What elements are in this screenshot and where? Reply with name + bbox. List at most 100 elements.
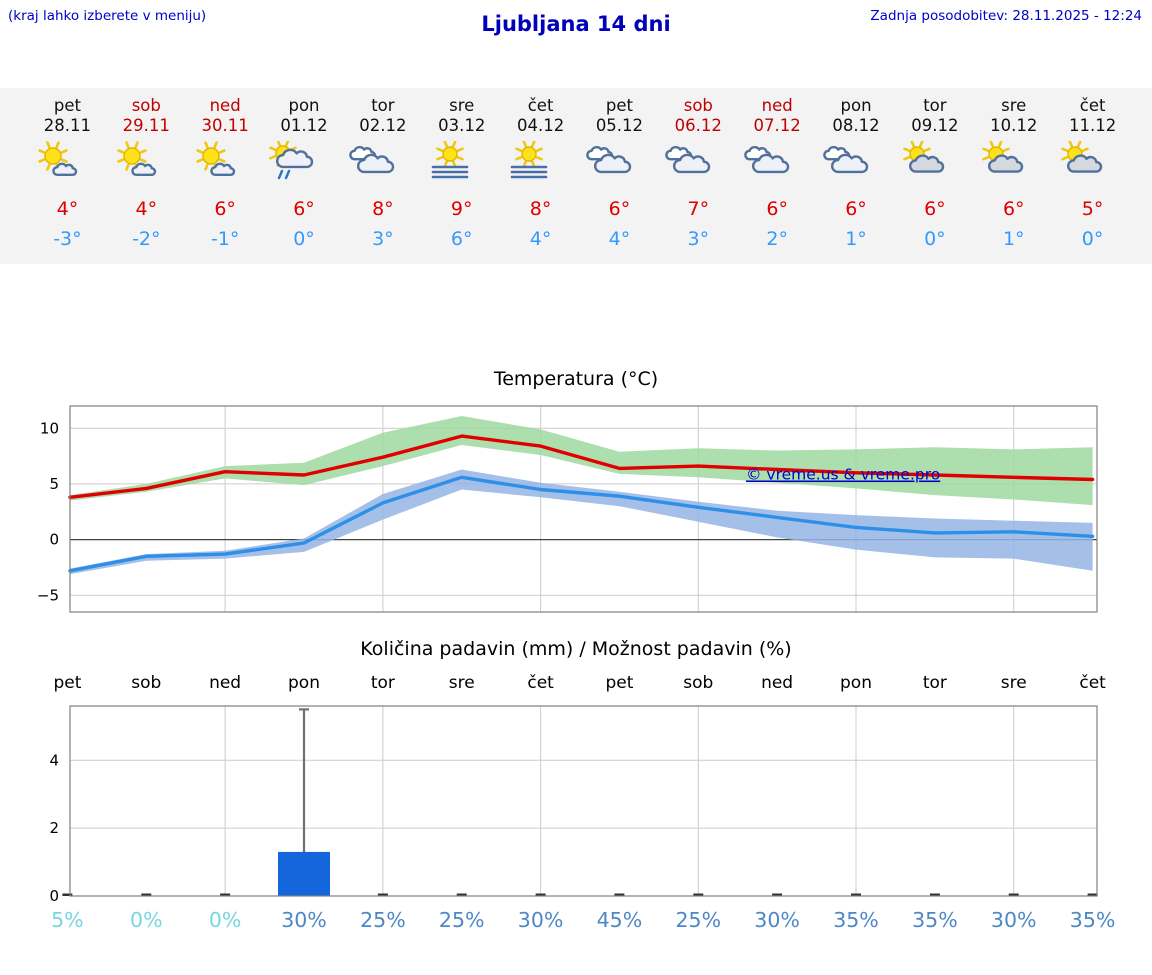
forecast-day-29.11: sob 29.11 4° -2° xyxy=(107,96,186,250)
weather-icon-wrap xyxy=(186,141,265,189)
temp-max: 8° xyxy=(372,198,394,220)
cloudy-icon xyxy=(743,145,789,174)
precip-zero-mark xyxy=(851,893,861,896)
day-date: 28.11 xyxy=(43,116,92,135)
temp-min: 1° xyxy=(1002,228,1025,250)
mostly-sunny-icon xyxy=(117,141,156,177)
partly-sunny-icon xyxy=(1061,141,1103,173)
rain-sun-icon xyxy=(268,141,313,180)
day-name: sob xyxy=(131,96,161,115)
temp-min: -2° xyxy=(132,228,161,250)
day-name: ned xyxy=(209,96,241,115)
day-name: pon xyxy=(288,96,320,115)
temp-max: 5° xyxy=(1081,198,1104,220)
precip-probability: 5% xyxy=(51,908,84,932)
precip-day-label: tor xyxy=(923,673,947,693)
precip-zero-mark xyxy=(929,893,940,896)
precip-zero-mark xyxy=(377,893,388,896)
watermark-link[interactable]: © vreme.us & vreme.pro xyxy=(746,466,940,484)
precip-day-label: pon xyxy=(288,673,320,693)
temp-ytick: 10 xyxy=(40,419,59,437)
weather-icon-wrap xyxy=(107,141,186,189)
day-date: 09.12 xyxy=(911,116,959,135)
temp-min: 0° xyxy=(293,228,315,250)
temperature-chart-title: Temperatura (°C) xyxy=(493,368,659,390)
precip-zero-mark xyxy=(535,893,546,896)
precip-day-label: pon xyxy=(840,673,872,693)
day-date: 06.12 xyxy=(674,116,722,135)
precip-ytick: 2 xyxy=(49,819,59,837)
temperature-chart-svg: −5 0 5 10 © vreme.us & vreme.pro xyxy=(37,405,1098,613)
band-min xyxy=(70,469,1093,575)
forecast-day-04.12: čet 04.12 8° 4° xyxy=(501,96,580,250)
day-date: 30.11 xyxy=(201,116,249,135)
weather-icon-wrap xyxy=(265,141,344,189)
precip-ytick: 0 xyxy=(49,887,59,905)
temp-max: 4° xyxy=(56,198,79,220)
precip-probability: 45% xyxy=(597,908,643,932)
precip-zero-mark xyxy=(772,893,783,896)
precip-zero-mark xyxy=(1008,893,1019,896)
precip-probability: 25% xyxy=(360,908,406,932)
mostly-sunny-icon xyxy=(38,141,78,177)
precip-zero-mark xyxy=(693,893,704,896)
precip-zero-mark xyxy=(62,893,73,896)
precipitation-chart-svg: pet sob ned pon tor sre čet pet sob ned pon tor sre č… xyxy=(49,673,1116,932)
precip-zero-mark xyxy=(141,893,152,896)
precip-day-label: sob xyxy=(683,673,713,693)
temp-max: 6° xyxy=(214,198,236,220)
forecast-day-10.12: sre 10.12 6° 1° xyxy=(974,96,1053,250)
weather-page: (kraj lahko izberete v meniju) Ljubljana… xyxy=(0,0,1152,932)
weather-icon-wrap xyxy=(343,141,422,189)
page-title: Ljubljana 14 dni xyxy=(481,12,671,36)
day-date: 29.11 xyxy=(122,116,170,135)
precip-day-label: tor xyxy=(371,673,395,693)
temperature-chart-block: Temperatura (°C) −5 0 5 10 © vreme.us & vrem… xyxy=(0,368,1152,632)
precip-zero-mark xyxy=(456,893,467,896)
temp-ytick: 5 xyxy=(49,475,59,493)
day-date: 02.12 xyxy=(359,116,407,135)
weather-icon-wrap xyxy=(1053,141,1132,189)
menu-hint: (kraj lahko izberete v meniju) xyxy=(8,8,207,24)
weather-icon-wrap xyxy=(738,141,817,189)
fog-sun-icon xyxy=(431,141,469,179)
temp-ytick: 0 xyxy=(49,531,59,549)
topbar: (kraj lahko izberete v meniju) Ljubljana… xyxy=(0,0,1152,46)
day-name: pet xyxy=(605,96,633,115)
day-name: sob xyxy=(683,96,713,115)
temp-max: 9° xyxy=(450,198,473,220)
precip-probability: 0% xyxy=(209,908,242,932)
temp-max: 6° xyxy=(924,198,946,220)
precip-day-label: ned xyxy=(761,673,793,693)
precipitation-chart-title: Količina padavin (mm) / Možnost padavin … xyxy=(360,638,792,660)
temp-min: 3° xyxy=(372,228,394,250)
forecast-day-11.12: čet 11.12 5° 0° xyxy=(1053,96,1132,250)
day-date: 08.12 xyxy=(832,116,880,135)
precip-day-label: čet xyxy=(527,673,554,693)
forecast-day-02.12: tor 02.12 8° 3° xyxy=(343,96,422,250)
fog-sun-icon xyxy=(510,141,548,179)
day-name: sre xyxy=(1001,96,1027,115)
forecast-day-09.12: tor 09.12 6° 0° xyxy=(895,96,974,250)
day-name: sre xyxy=(449,96,475,115)
forecast-day-28.11: pet 28.11 4° -3° xyxy=(28,96,107,250)
temp-min: 1° xyxy=(845,228,867,250)
temp-max: 7° xyxy=(687,198,710,220)
day-name: pon xyxy=(840,96,872,115)
weather-icon-wrap xyxy=(659,141,738,189)
day-date: 03.12 xyxy=(438,116,486,135)
precip-day-label: pet xyxy=(53,673,81,693)
temp-min: 4° xyxy=(608,228,631,250)
forecast-strip: pet 28.11 4° -3° sob 29.11 4° -2° ned 30.11 6° -1° p… xyxy=(0,88,1152,264)
precip-probability: 0% xyxy=(130,908,163,932)
precip-zero-mark xyxy=(1087,893,1098,896)
precip-zero-mark xyxy=(614,893,625,896)
forecast-day-03.12: sre 03.12 9° 6° xyxy=(422,96,501,250)
temp-min: 0° xyxy=(1081,228,1104,250)
day-date: 01.12 xyxy=(280,116,328,135)
temp-min-line xyxy=(68,475,1095,573)
weather-icon-wrap xyxy=(895,141,974,189)
forecast-day-01.12: pon 01.12 6° 0° xyxy=(265,96,344,250)
cloudy-icon xyxy=(586,145,632,174)
precip-probability: 35% xyxy=(1070,908,1116,932)
